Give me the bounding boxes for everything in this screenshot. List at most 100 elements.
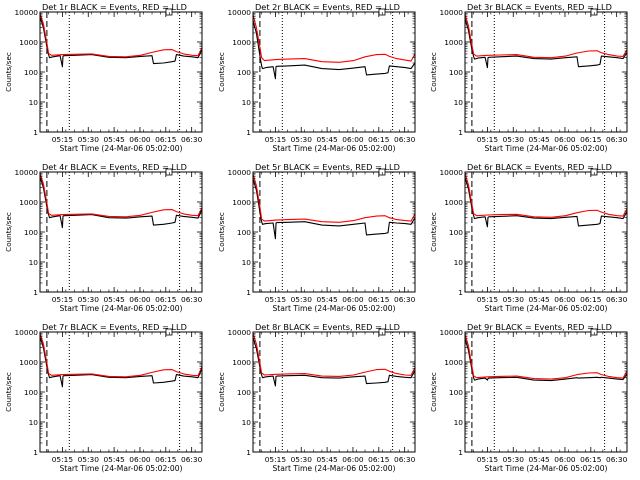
chart-1-xlabel: Start Time (24-Mar-06 05:02:00) xyxy=(59,144,182,153)
chart-5-xtick-label: 05:30 xyxy=(291,295,313,304)
chart-3-xtick-label: 06:30 xyxy=(606,135,628,144)
chart-4-ylabel: Counts/sec xyxy=(4,212,13,252)
chart-7-xtick-label: 05:45 xyxy=(103,455,125,464)
chart-2-xtick-label: 06:00 xyxy=(342,135,364,144)
chart-7-ytick-label: 100 xyxy=(24,388,38,397)
chart-4-series-events-line xyxy=(39,176,203,229)
chart-2-ytick-label: 1000 xyxy=(232,38,251,47)
chart-7-series-events-line xyxy=(39,336,203,388)
chart-6-ytick-label: 1000 xyxy=(444,198,463,207)
chart-5-ytick-label: 10 xyxy=(242,258,252,267)
chart-6-axes-frame xyxy=(464,171,628,293)
chart-4-title: Det 4r BLACK = Events, RED = LLD xyxy=(42,162,187,172)
chart-5-series-events-line xyxy=(252,178,416,240)
chart-3-axes-frame xyxy=(464,11,628,133)
chart-9-ytick-label: 10 xyxy=(454,418,464,427)
chart-5-xtick-label: 05:15 xyxy=(265,295,287,304)
chart-4-xtick-label: 06:00 xyxy=(129,295,151,304)
chart-6-ytick-label: 100 xyxy=(449,228,463,237)
chart-8-ytick-label: 10 xyxy=(242,418,252,427)
chart-8-panel: Det 8r BLACK = Events, RED = LLD 1 10 100 10… xyxy=(217,322,416,473)
chart-9-ytick-label: 10000 xyxy=(439,328,463,337)
chart-6-xtick-label: 05:15 xyxy=(477,295,499,304)
chart-4-series-lld-line xyxy=(39,173,203,218)
chart-7-ytick-label: 1 xyxy=(33,448,38,457)
chart-7-axes-frame xyxy=(39,331,203,453)
chart-6-ytick-label: 10 xyxy=(454,258,464,267)
chart-9-xtick-label: 06:30 xyxy=(606,455,628,464)
chart-8-ytick-label: 100 xyxy=(237,388,251,397)
chart-2-xlabel: Start Time (24-Mar-06 05:02:00) xyxy=(272,144,395,153)
chart-4-axes-frame xyxy=(39,171,203,293)
chart-8-series-events-line xyxy=(252,337,416,387)
chart-5-ylabel: Counts/sec xyxy=(217,212,226,252)
chart-4-ytick-label: 10000 xyxy=(14,168,38,177)
chart-8-series-lld-line xyxy=(252,333,416,377)
chart-8-xtick-label: 05:15 xyxy=(265,455,287,464)
chart-5-title: Det 5r BLACK = Events, RED = LLD xyxy=(255,162,400,172)
chart-8-xtick-label: 05:45 xyxy=(316,455,338,464)
chart-6-ytick-label: 1 xyxy=(458,288,463,297)
chart-9-xtick-label: 05:45 xyxy=(528,455,550,464)
chart-9-ylabel: Counts/sec xyxy=(429,372,438,412)
chart-1-xtick-label: 05:45 xyxy=(103,135,125,144)
chart-7-title: Det 7r BLACK = Events, RED = LLD xyxy=(42,322,187,332)
chart-7-ytick-label: 1000 xyxy=(19,358,38,367)
chart-7-xtick-label: 06:15 xyxy=(155,455,177,464)
chart-5-xlabel: Start Time (24-Mar-06 05:02:00) xyxy=(272,304,395,313)
chart-9-xtick-label: 05:30 xyxy=(503,455,525,464)
chart-6-ytick-label: 10000 xyxy=(439,168,463,177)
chart-3-ytick-label: 1000 xyxy=(444,38,463,47)
chart-8-axes-frame xyxy=(252,331,416,453)
chart-1-ylabel: Counts/sec xyxy=(4,52,13,92)
chart-6-ylabel: Counts/sec xyxy=(429,212,438,252)
chart-1-panel: Det 1r BLACK = Events, RED = LLD 1 10 100 10… xyxy=(4,2,203,153)
chart-4-ytick-label: 1 xyxy=(33,288,38,297)
chart-4-xtick-label: 06:30 xyxy=(181,295,203,304)
chart-2-ytick-label: 10 xyxy=(242,98,252,107)
chart-4-ytick-label: 1000 xyxy=(19,198,38,207)
chart-3-ytick-label: 1 xyxy=(458,128,463,137)
chart-7-series-lld-line xyxy=(39,333,203,378)
chart-8-ytick-label: 1000 xyxy=(232,358,251,367)
chart-1-ytick-label: 1000 xyxy=(19,38,38,47)
chart-1-ytick-label: 10 xyxy=(29,98,39,107)
chart-3-xtick-label: 05:45 xyxy=(528,135,550,144)
chart-1-ytick-label: 10000 xyxy=(14,8,38,17)
chart-7-xtick-label: 05:15 xyxy=(52,455,74,464)
chart-1-xtick-label: 05:15 xyxy=(52,135,74,144)
chart-3-title: Det 3r BLACK = Events, RED = LLD xyxy=(467,2,612,12)
chart-4-xtick-label: 06:15 xyxy=(155,295,177,304)
chart-2-ylabel: Counts/sec xyxy=(217,52,226,92)
chart-9-title: Det 9r BLACK = Events, RED = LLD xyxy=(467,322,612,332)
chart-7-xlabel: Start Time (24-Mar-06 05:02:00) xyxy=(59,464,182,473)
chart-6-xtick-label: 06:30 xyxy=(606,295,628,304)
chart-1-xtick-label: 06:00 xyxy=(129,135,151,144)
chart-4-panel: Det 4r BLACK = Events, RED = LLD 1 10 100 10… xyxy=(4,162,203,313)
chart-5-xtick-label: 06:30 xyxy=(394,295,416,304)
chart-6-title: Det 6r BLACK = Events, RED = LLD xyxy=(467,162,612,172)
chart-6-series-lld-line xyxy=(464,173,628,218)
chart-3-ytick-label: 100 xyxy=(449,68,463,77)
chart-3-series-events-line xyxy=(464,18,628,69)
chart-2-series-lld-line xyxy=(252,14,416,63)
chart-6-panel: Det 6r BLACK = Events, RED = LLD 1 10 100 10… xyxy=(429,162,628,313)
chart-6-xtick-label: 06:00 xyxy=(554,295,576,304)
chart-7-xtick-label: 06:00 xyxy=(129,455,151,464)
chart-9-ytick-label: 1000 xyxy=(444,358,463,367)
chart-3-ylabel: Counts/sec xyxy=(429,52,438,92)
chart-1-series-lld-line xyxy=(39,13,203,58)
chart-3-panel: Det 3r BLACK = Events, RED = LLD 1 10 100 10… xyxy=(429,2,628,153)
chart-1-ytick-label: 100 xyxy=(24,68,38,77)
chart-9-xtick-label: 06:00 xyxy=(554,455,576,464)
chart-9-panel: Det 9r BLACK = Events, RED = LLD 1 10 100 10… xyxy=(429,322,628,473)
chart-7-ylabel: Counts/sec xyxy=(4,372,13,412)
chart-3-xtick-label: 06:15 xyxy=(580,135,602,144)
chart-9-ytick-label: 100 xyxy=(449,388,463,397)
chart-8-title: Det 8r BLACK = Events, RED = LLD xyxy=(255,322,400,332)
chart-3-ytick-label: 10000 xyxy=(439,8,463,17)
chart-3-xtick-label: 05:15 xyxy=(477,135,499,144)
chart-4-ytick-label: 10 xyxy=(29,258,39,267)
chart-5-ytick-label: 100 xyxy=(237,228,251,237)
chart-4-xlabel: Start Time (24-Mar-06 05:02:00) xyxy=(59,304,182,313)
